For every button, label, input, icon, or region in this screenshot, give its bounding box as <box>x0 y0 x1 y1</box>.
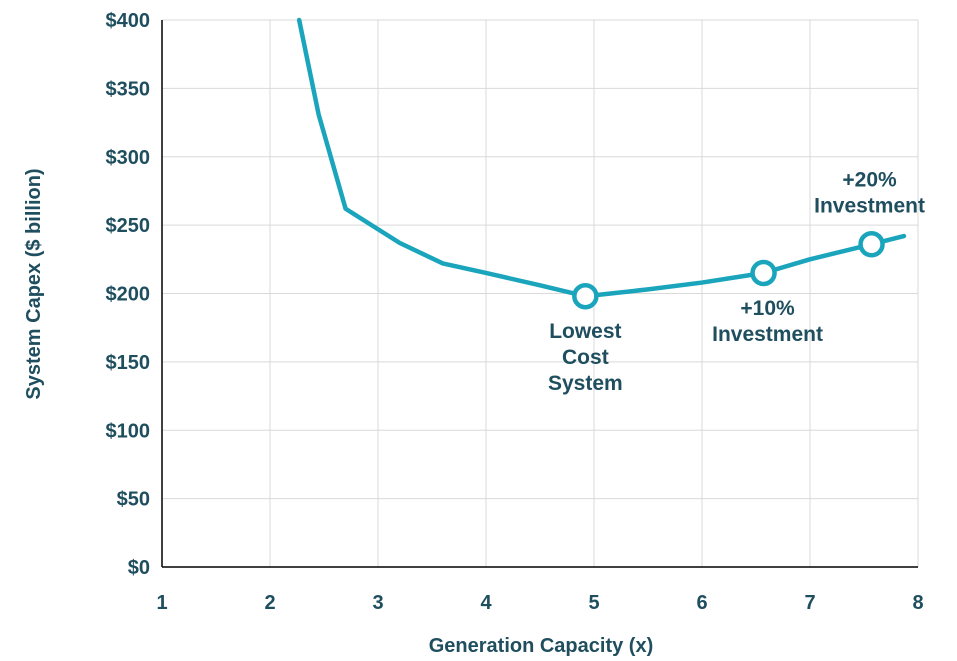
capex-series-line <box>296 17 907 299</box>
x-tick-label: 1 <box>156 592 167 614</box>
annotation-line: System <box>548 372 623 395</box>
highlight-marker <box>858 231 885 258</box>
annotation-line: +20% <box>842 168 897 191</box>
highlight-marker <box>750 259 777 287</box>
series-group <box>296 17 907 299</box>
annotation-label: Lowest Cost System <box>548 320 623 395</box>
y-tick-label: $350 <box>106 78 151 100</box>
annotation-label: +20% Investment <box>814 168 925 217</box>
x-tick-label: 4 <box>480 592 492 614</box>
x-axis-title: Generation Capacity (x) <box>429 635 654 657</box>
highlight-marker <box>572 282 599 310</box>
y-tick-label: $200 <box>106 284 151 306</box>
y-tick-label: $300 <box>106 147 151 169</box>
annotation-line: Cost <box>562 346 609 369</box>
x-tick-label: 6 <box>696 592 707 614</box>
annotation-line: +10% <box>740 297 795 320</box>
x-tick-label: 5 <box>588 592 599 614</box>
grid-lines <box>162 19 919 567</box>
y-tick-label: $400 <box>106 10 151 32</box>
y-tick-label: $100 <box>106 420 151 442</box>
y-tick-label: $150 <box>106 352 151 374</box>
annotation-line: Investment <box>712 323 823 346</box>
y-tick-label: $0 <box>128 557 150 579</box>
annotation-line: Investment <box>814 194 925 217</box>
x-tick-label: 8 <box>912 592 923 614</box>
y-tick-label: $50 <box>117 489 150 511</box>
axes <box>161 20 918 568</box>
y-tick-label: $250 <box>106 215 151 237</box>
annotation-group: Lowest Cost System +10% Investment +20% Invest… <box>548 168 925 395</box>
annotation-line: Lowest <box>549 320 621 343</box>
x-tick-label: 3 <box>372 592 383 614</box>
y-tick-labels: $0 $50 $100 $150 $200 $250 $300 $350 $400 <box>106 10 151 579</box>
x-tick-label: 2 <box>264 592 275 614</box>
marker-group <box>572 231 885 310</box>
annotation-label: +10% Investment <box>712 297 823 346</box>
x-tick-label: 7 <box>804 592 815 614</box>
x-tick-labels: 1 2 3 4 5 6 7 8 <box>156 592 923 614</box>
y-axis-title: System Capex ($ billion) <box>23 168 45 399</box>
